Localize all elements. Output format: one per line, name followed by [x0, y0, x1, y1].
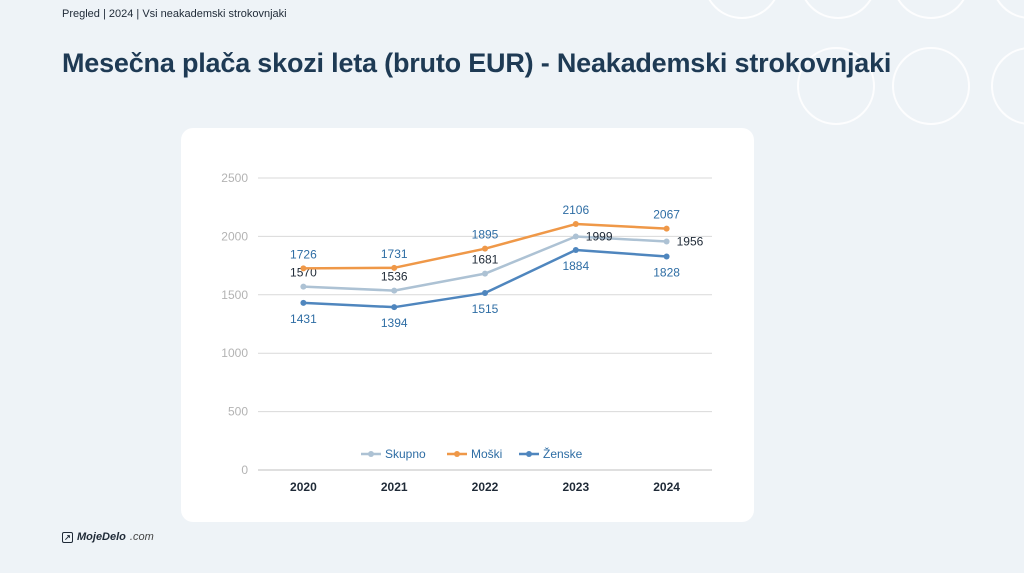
data-point: [391, 287, 398, 294]
legend-entry: Skupno: [385, 447, 426, 461]
logo-suffix: .com: [129, 531, 154, 543]
chart-card: 0 500 1000 1500 2000 2500 2020 2021 2022 2023 2024…: [181, 128, 754, 522]
data-point: [391, 304, 398, 311]
x-tick-label: 2024: [653, 480, 680, 494]
y-tick-label: 0: [241, 463, 248, 477]
legend-entry: Ženske: [543, 446, 583, 461]
data-point: [482, 245, 488, 252]
data-label: 2106: [562, 203, 589, 217]
data-point: [572, 233, 579, 240]
data-label: 1431: [290, 312, 317, 326]
data-point: [391, 264, 398, 271]
page-title: Mesečna plača skozi leta (bruto EUR) - N…: [62, 48, 892, 78]
logo-text: MojeDelo: [77, 531, 126, 543]
data-label: 1956: [677, 235, 704, 249]
data-point: [300, 299, 307, 306]
legend-marker: [368, 451, 374, 457]
x-tick-label: 2023: [562, 480, 589, 494]
data-point: [572, 246, 579, 253]
data-label: 1999: [586, 230, 613, 244]
legend-entry: Moški: [471, 447, 502, 461]
data-label: 2067: [653, 208, 680, 222]
legend-marker: [526, 451, 532, 457]
y-tick-label: 1000: [221, 346, 248, 360]
data-point: [663, 225, 670, 232]
data-label: 1731: [381, 247, 408, 261]
y-tick-label: 2000: [221, 229, 248, 243]
data-point: [663, 238, 670, 245]
x-tick-label: 2021: [381, 480, 408, 494]
data-label: 1536: [381, 270, 408, 284]
data-label: 1726: [290, 247, 317, 261]
data-label: 1895: [472, 228, 499, 242]
data-point: [300, 283, 307, 290]
arrow-out-icon: ↗: [62, 531, 73, 543]
y-tick-label: 500: [228, 405, 248, 419]
x-tick-label: 2022: [472, 480, 499, 494]
data-label: 1394: [381, 316, 408, 330]
y-tick-label: 1500: [221, 288, 248, 302]
breadcrumb: Pregled | 2024 | Vsi neakademski strokov…: [62, 8, 287, 20]
data-point: [572, 221, 579, 228]
data-point: [300, 265, 307, 272]
data-point: [482, 290, 488, 297]
data-point: [663, 253, 670, 260]
data-point: [482, 270, 488, 277]
line-chart: 0 500 1000 1500 2000 2500 2020 2021 2022 2023 2024…: [221, 171, 712, 494]
data-label: 1828: [653, 265, 680, 279]
x-tick-label: 2020: [290, 480, 317, 494]
y-tick-label: 2500: [221, 171, 248, 185]
brand-logo: ↗ MojeDelo .com: [62, 531, 154, 543]
data-label: 1681: [472, 253, 499, 267]
legend-marker: [454, 451, 460, 457]
data-label: 1884: [562, 259, 589, 273]
data-label: 1515: [472, 302, 499, 316]
